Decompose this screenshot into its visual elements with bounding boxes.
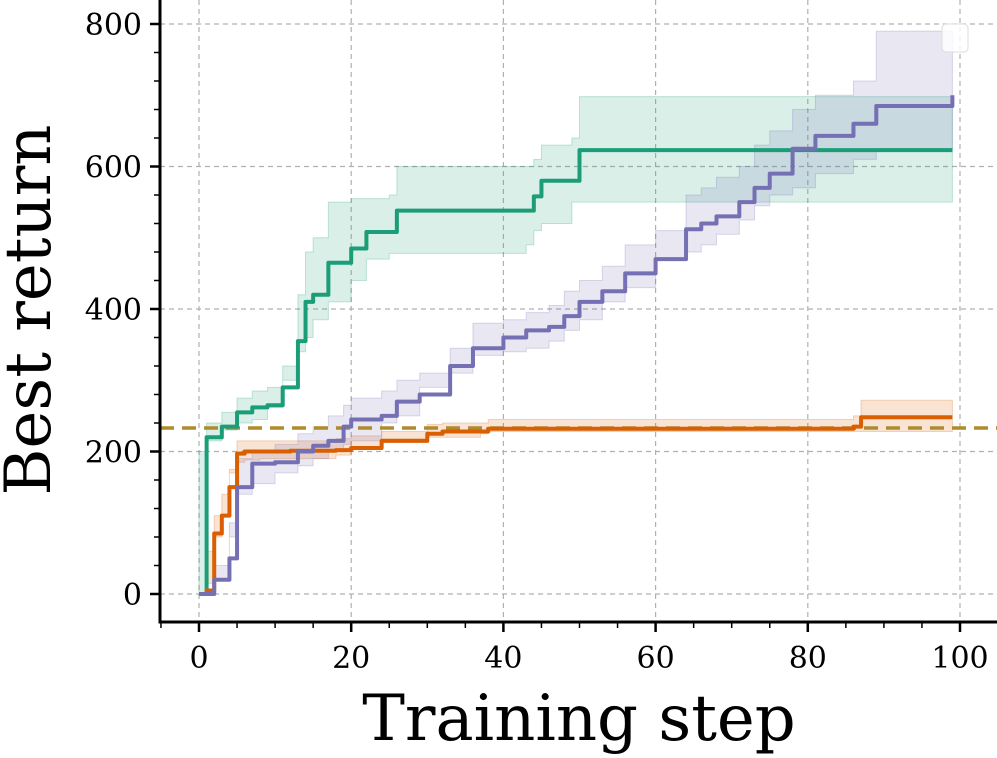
x-axis-title: Training step: [362, 682, 796, 756]
x-tick-label: 0: [189, 641, 208, 676]
series-line-3: [199, 95, 955, 596]
y-tick-label: 200: [85, 436, 142, 471]
x-tick-label: 80: [789, 641, 827, 676]
x-tick-label: 60: [637, 641, 675, 676]
x-tick-label: 40: [484, 641, 522, 676]
x-tick-label: 20: [332, 641, 370, 676]
series-line-1: [199, 148, 953, 596]
y-tick-label: 800: [85, 8, 142, 43]
legend: [941, 23, 969, 53]
y-axis-title: Best return: [0, 124, 66, 495]
confidence-bands: [198, 30, 953, 595]
legend-box: [941, 23, 969, 53]
confidence-band-3: [199, 30, 953, 595]
series-lines: [199, 95, 955, 596]
y-tick-label: 0: [123, 578, 142, 613]
y-tick-label: 400: [85, 293, 142, 328]
x-tick-label: 100: [931, 641, 988, 676]
axes: 0 20 40 60 80 100 0 200 400 600 800: [85, 0, 997, 676]
series-line-2: [199, 415, 953, 596]
y-tick-label: 600: [85, 151, 142, 186]
